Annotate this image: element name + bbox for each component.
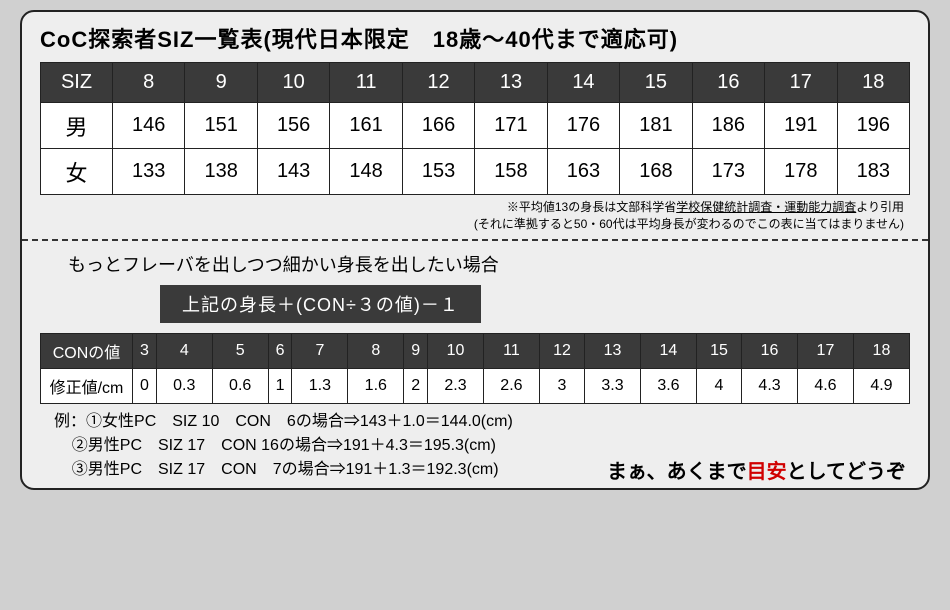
siz-header-row: SIZ 8 9 10 11 12 13 14 15 16 17 18 [41, 63, 910, 103]
con-cell: 1.3 [292, 368, 348, 403]
footnote: ※平均値13の身長は文部科学省学校保健統計調査・運動能力調査より引用 (それに準… [40, 199, 904, 233]
siz-cell: 191 [765, 103, 837, 149]
formula-box: 上記の身長＋(CON÷３の値)－１ [160, 285, 481, 323]
siz-col: 10 [257, 63, 329, 103]
siz-cell: 163 [547, 149, 619, 195]
siz-cell: 143 [257, 149, 329, 195]
con-cell: 3.6 [640, 368, 696, 403]
siz-cell: 181 [620, 103, 692, 149]
con-cell: 2.3 [428, 368, 484, 403]
con-cell: 2 [404, 368, 428, 403]
siz-col: 15 [620, 63, 692, 103]
con-cell: 3.3 [585, 368, 641, 403]
row-label-female: 女 [41, 149, 113, 195]
table-row: 修正値/cm 0 0.3 0.6 1 1.3 1.6 2 2.3 2.6 3 3… [41, 368, 910, 403]
con-col: 15 [696, 333, 741, 368]
siz-cell: 196 [837, 103, 909, 149]
siz-cell: 156 [257, 103, 329, 149]
siz-table: SIZ 8 9 10 11 12 13 14 15 16 17 18 男 146… [40, 62, 910, 195]
con-col: 14 [640, 333, 696, 368]
con-col: 5 [212, 333, 268, 368]
siz-cell: 171 [475, 103, 547, 149]
bottom-note-highlight: 目安 [747, 461, 787, 483]
con-col: 16 [742, 333, 798, 368]
con-cell: 4.6 [798, 368, 854, 403]
table-row: 男 146 151 156 161 166 171 176 181 186 19… [41, 103, 910, 149]
con-col: 9 [404, 333, 428, 368]
con-header-label: CONの値 [41, 333, 133, 368]
siz-cell: 146 [113, 103, 185, 149]
divider [22, 239, 928, 241]
page-title: CoC探索者SIZ一覧表(現代日本限定 18歳～40代まで適応可) [40, 22, 910, 54]
siz-cell: 133 [113, 149, 185, 195]
siz-col: 13 [475, 63, 547, 103]
bottom-note-before: まぁ、あくまで [607, 461, 747, 483]
con-cell: 3 [539, 368, 584, 403]
siz-col: 18 [837, 63, 909, 103]
con-col: 7 [292, 333, 348, 368]
card-container: CoC探索者SIZ一覧表(現代日本限定 18歳～40代まで適応可) SIZ 8 … [20, 10, 930, 490]
siz-cell: 148 [330, 149, 402, 195]
example-line: ②男性PC SIZ 17 CON 16の場合⇒191＋4.3＝195.3(cm) [72, 437, 496, 454]
footnote-line1-underline: 学校保健統計調査・運動能力調査 [676, 200, 856, 214]
con-col: 11 [483, 333, 539, 368]
example-line: ③男性PC SIZ 17 CON 7の場合⇒191＋1.3＝192.3(cm) [72, 461, 499, 478]
siz-col: 8 [113, 63, 185, 103]
con-col: 6 [268, 333, 292, 368]
con-col: 8 [348, 333, 404, 368]
row-label-male: 男 [41, 103, 113, 149]
con-col: 10 [428, 333, 484, 368]
con-col: 13 [585, 333, 641, 368]
table-row: 女 133 138 143 148 153 158 163 168 173 17… [41, 149, 910, 195]
con-col: 12 [539, 333, 584, 368]
con-cell: 4 [696, 368, 741, 403]
con-header-row: CONの値 3 4 5 6 7 8 9 10 11 12 13 14 15 16… [41, 333, 910, 368]
siz-cell: 178 [765, 149, 837, 195]
siz-cell: 138 [185, 149, 257, 195]
siz-cell: 161 [330, 103, 402, 149]
subtitle: もっとフレーバを出しつつ細かい身長を出したい場合 [68, 251, 910, 277]
bottom-note: まぁ、あくまで目安としてどうぞ [607, 455, 906, 484]
con-row-label: 修正値/cm [41, 368, 133, 403]
siz-header-label: SIZ [41, 63, 113, 103]
siz-col: 14 [547, 63, 619, 103]
siz-col: 16 [692, 63, 764, 103]
con-table: CONの値 3 4 5 6 7 8 9 10 11 12 13 14 15 16… [40, 333, 910, 404]
con-cell: 2.6 [483, 368, 539, 403]
footnote-line2: (それに準拠すると50・60代は平均身長が変わるのでこの表に当てはまりません) [474, 217, 904, 231]
siz-col: 9 [185, 63, 257, 103]
siz-cell: 173 [692, 149, 764, 195]
con-cell: 4.9 [853, 368, 909, 403]
con-cell: 1.6 [348, 368, 404, 403]
siz-col: 11 [330, 63, 402, 103]
siz-cell: 166 [402, 103, 474, 149]
siz-cell: 183 [837, 149, 909, 195]
siz-cell: 151 [185, 103, 257, 149]
con-col: 3 [133, 333, 157, 368]
siz-col: 12 [402, 63, 474, 103]
con-cell: 0 [133, 368, 157, 403]
siz-cell: 168 [620, 149, 692, 195]
con-col: 4 [156, 333, 212, 368]
con-cell: 0.3 [156, 368, 212, 403]
con-col: 17 [798, 333, 854, 368]
bottom-note-after: としてどうぞ [787, 461, 906, 483]
siz-cell: 176 [547, 103, 619, 149]
con-col: 18 [853, 333, 909, 368]
siz-cell: 153 [402, 149, 474, 195]
footnote-line1-suffix: より引用 [856, 200, 904, 214]
con-cell: 0.6 [212, 368, 268, 403]
siz-col: 17 [765, 63, 837, 103]
con-cell: 1 [268, 368, 292, 403]
con-cell: 4.3 [742, 368, 798, 403]
example-line: ①女性PC SIZ 10 CON 6の場合⇒143＋1.0＝144.0(cm) [86, 413, 513, 430]
footnote-line1-prefix: ※平均値13の身長は文部科学省 [507, 200, 676, 214]
siz-cell: 186 [692, 103, 764, 149]
siz-cell: 158 [475, 149, 547, 195]
examples-prefix: 例： [54, 413, 86, 430]
